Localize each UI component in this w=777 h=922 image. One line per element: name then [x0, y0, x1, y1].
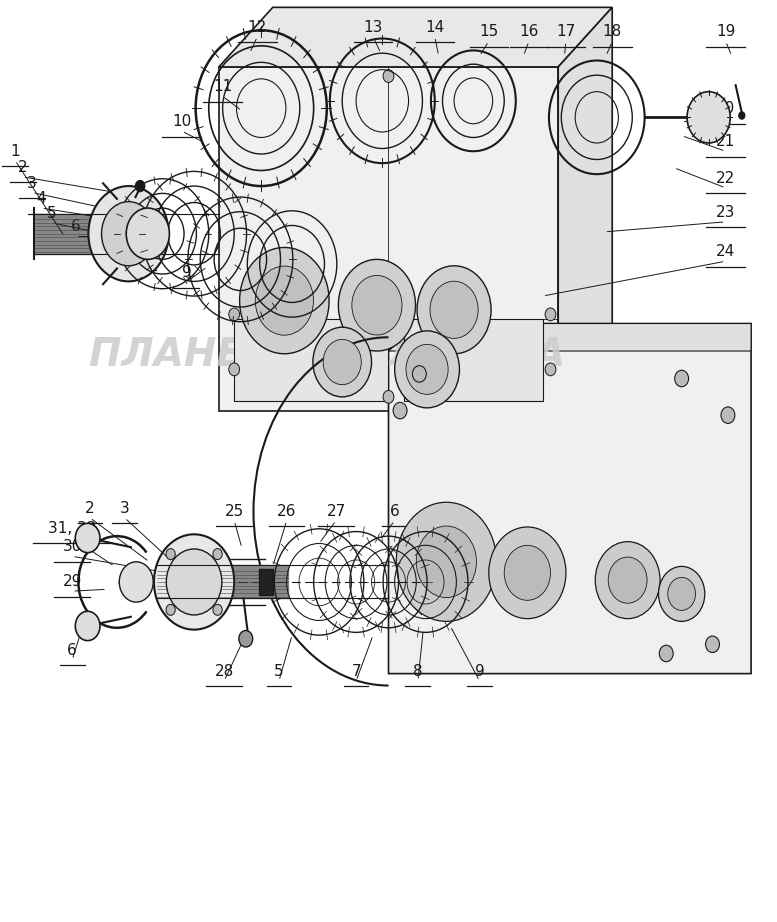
- Circle shape: [135, 181, 145, 192]
- Circle shape: [352, 276, 402, 335]
- Circle shape: [674, 371, 688, 386]
- Circle shape: [687, 91, 730, 143]
- Text: 12: 12: [248, 20, 267, 35]
- Text: 18: 18: [603, 25, 622, 40]
- Text: 2: 2: [18, 160, 28, 175]
- Circle shape: [406, 344, 448, 395]
- Text: 8: 8: [138, 248, 148, 263]
- Circle shape: [166, 604, 176, 615]
- Circle shape: [228, 363, 239, 376]
- Circle shape: [126, 208, 169, 259]
- Circle shape: [166, 549, 176, 560]
- Text: 15: 15: [479, 25, 498, 40]
- Circle shape: [393, 402, 407, 419]
- Circle shape: [396, 502, 497, 621]
- Circle shape: [658, 566, 705, 621]
- Text: 3: 3: [27, 176, 37, 191]
- Text: 2: 2: [85, 501, 95, 516]
- Circle shape: [213, 549, 222, 560]
- Circle shape: [721, 407, 735, 423]
- Circle shape: [75, 524, 100, 552]
- Circle shape: [417, 266, 491, 354]
- Circle shape: [256, 266, 313, 336]
- Text: 26: 26: [277, 503, 296, 519]
- Text: 5: 5: [47, 206, 56, 221]
- Circle shape: [413, 366, 427, 383]
- Bar: [219, 67, 558, 410]
- Text: 6: 6: [390, 503, 399, 519]
- Circle shape: [213, 604, 222, 615]
- Text: 28: 28: [214, 664, 234, 680]
- Circle shape: [102, 202, 155, 266]
- Text: 6: 6: [68, 643, 77, 658]
- Circle shape: [75, 611, 100, 641]
- Circle shape: [89, 186, 169, 281]
- Circle shape: [338, 259, 416, 351]
- Polygon shape: [388, 324, 751, 674]
- Bar: [259, 569, 273, 595]
- Circle shape: [166, 549, 222, 615]
- Text: 7: 7: [104, 233, 114, 248]
- Circle shape: [545, 363, 556, 376]
- Text: 21: 21: [716, 135, 735, 149]
- Polygon shape: [558, 7, 612, 410]
- Bar: [404, 319, 543, 401]
- Text: 24: 24: [716, 244, 735, 259]
- Text: 10: 10: [172, 114, 191, 129]
- Circle shape: [239, 631, 253, 647]
- Text: 22: 22: [716, 171, 735, 186]
- Circle shape: [154, 535, 234, 630]
- Text: 31, 32: 31, 32: [48, 521, 96, 537]
- Text: 8: 8: [413, 664, 423, 680]
- Circle shape: [119, 561, 153, 602]
- Text: 5: 5: [274, 664, 284, 680]
- Circle shape: [608, 557, 647, 603]
- Circle shape: [595, 541, 660, 619]
- Circle shape: [239, 247, 329, 354]
- Text: 13: 13: [364, 20, 383, 35]
- Text: 30: 30: [62, 539, 82, 554]
- Text: 9: 9: [182, 266, 191, 280]
- Circle shape: [383, 70, 394, 82]
- Circle shape: [667, 577, 695, 610]
- Text: 3: 3: [120, 501, 130, 516]
- Circle shape: [228, 308, 239, 321]
- Text: 9: 9: [475, 664, 484, 680]
- Text: 20: 20: [716, 101, 735, 116]
- Circle shape: [545, 308, 556, 321]
- Text: ПЛАНЕТА ЖЕЛЕЗЯКА: ПЛАНЕТА ЖЕЛЕЗЯКА: [89, 337, 565, 374]
- Circle shape: [504, 545, 550, 600]
- Text: 27: 27: [326, 503, 346, 519]
- Polygon shape: [388, 324, 751, 351]
- Text: 7: 7: [351, 664, 361, 680]
- Text: 1: 1: [10, 144, 20, 159]
- Text: 23: 23: [716, 205, 735, 220]
- Circle shape: [430, 281, 478, 338]
- Text: 17: 17: [556, 25, 576, 40]
- Circle shape: [313, 327, 371, 396]
- Text: 14: 14: [425, 20, 444, 35]
- Circle shape: [383, 390, 394, 403]
- Circle shape: [416, 526, 476, 597]
- Circle shape: [323, 339, 361, 384]
- Text: 4: 4: [37, 191, 46, 207]
- Circle shape: [706, 636, 720, 653]
- Text: 19: 19: [716, 25, 735, 40]
- Circle shape: [489, 527, 566, 619]
- Bar: [234, 319, 388, 401]
- Text: 29: 29: [62, 574, 82, 589]
- Text: 25: 25: [225, 503, 244, 519]
- Circle shape: [659, 645, 673, 662]
- Circle shape: [739, 112, 745, 119]
- Polygon shape: [219, 7, 612, 67]
- Text: 6: 6: [71, 219, 81, 233]
- Text: 11: 11: [213, 79, 232, 94]
- Text: 16: 16: [519, 25, 538, 40]
- Circle shape: [395, 331, 459, 408]
